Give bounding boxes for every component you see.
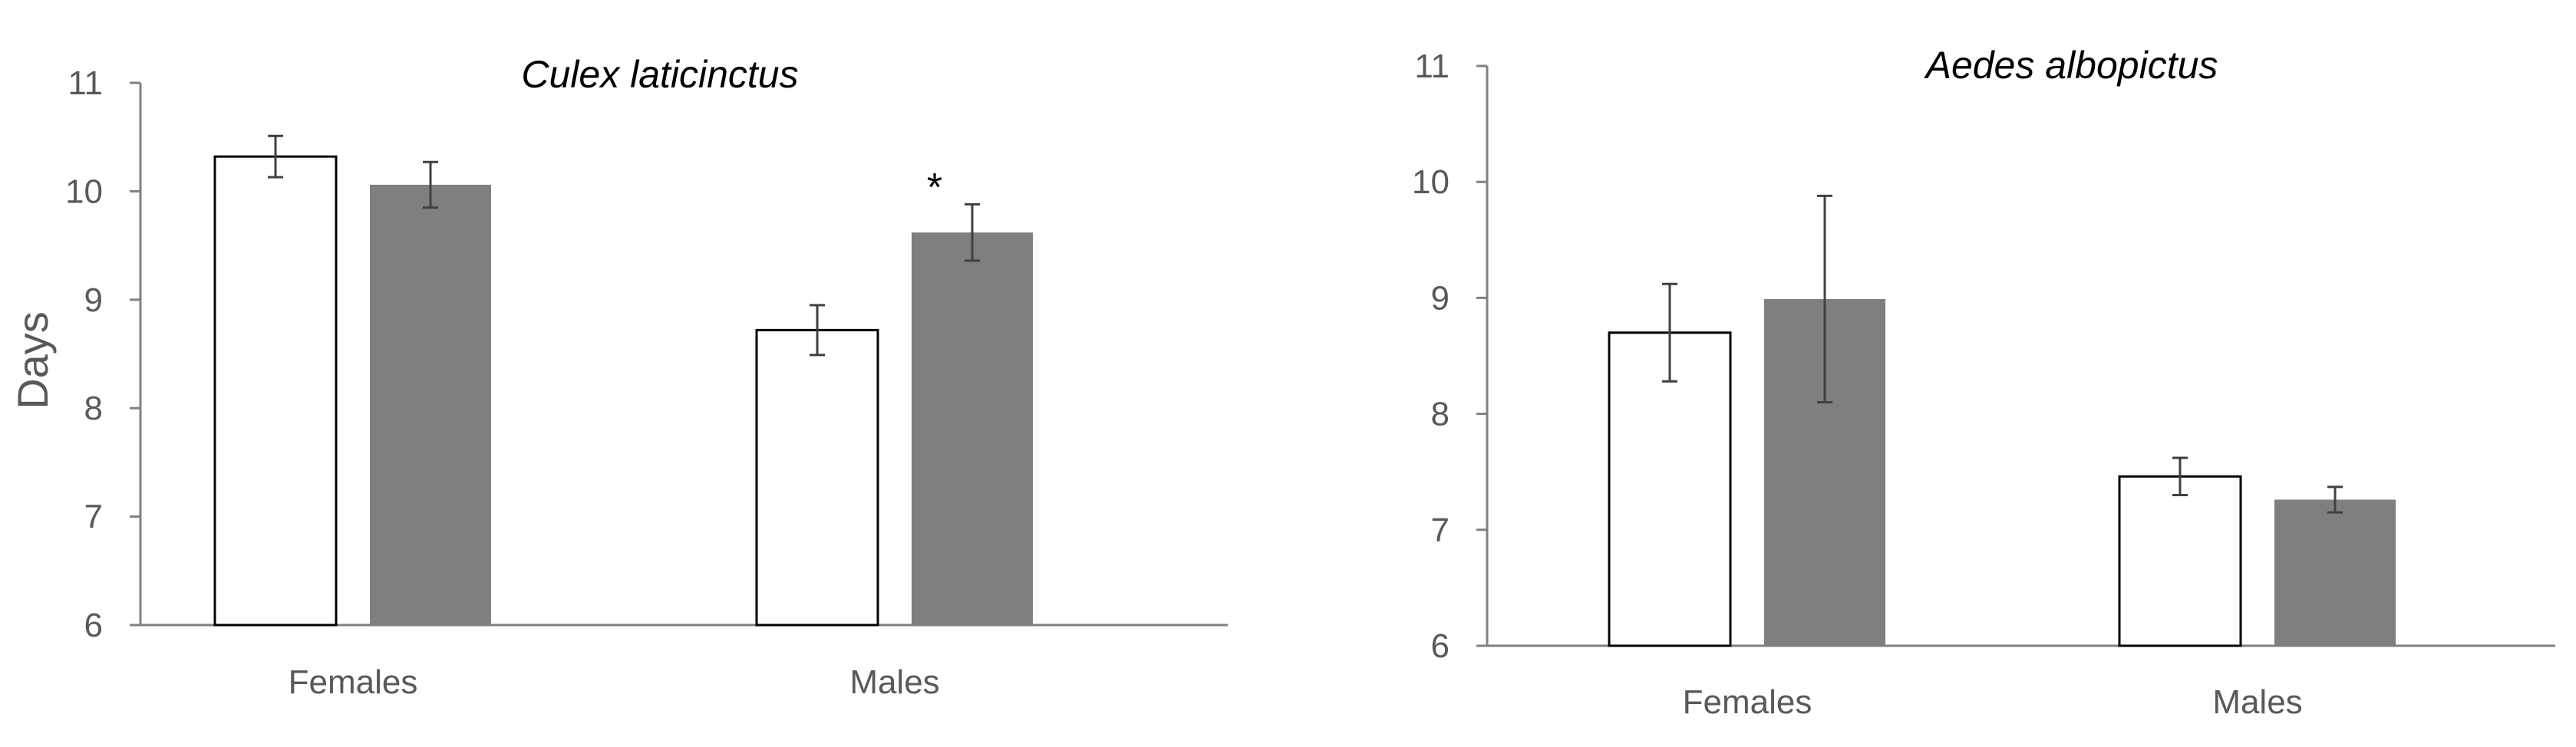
y-tick-label-aedes: 8 (1431, 396, 1450, 433)
y-tick-label-culex: 6 (84, 607, 103, 644)
y-tick-label-culex: 8 (84, 390, 103, 427)
bar-aedes-males-filled (2274, 499, 2396, 646)
chart-title-culex: Culex laticinctus (521, 53, 798, 96)
y-tick-label-aedes: 11 (1414, 48, 1450, 85)
bar-culex-males-filled (912, 232, 1033, 625)
chart-title-aedes: Aedes albopictus (1924, 44, 2218, 87)
x-category-label-males-aedes: Males (2212, 683, 2302, 721)
y-tick-label-aedes: 6 (1431, 627, 1450, 665)
y-tick-label-culex: 7 (84, 499, 103, 536)
bar-culex-females-filled (370, 184, 491, 625)
y-tick-label-culex: 10 (65, 173, 103, 210)
x-category-label-females-aedes: Females (1683, 683, 1812, 721)
plot-area-aedes: 6 7 8 9 10 11 (1412, 48, 2555, 665)
y-tick-label-aedes: 9 (1431, 279, 1450, 317)
plot-area-culex: 6 7 8 9 10 11 (65, 64, 1228, 644)
y-axis-label-days: Days (8, 311, 57, 410)
y-tick-label-culex: 9 (84, 281, 103, 319)
bar-aedes-females-open (1608, 331, 1732, 647)
bar-culex-males-open (755, 328, 879, 627)
y-tick-label-aedes: 7 (1431, 512, 1450, 549)
y-tick-label-aedes: 10 (1412, 163, 1450, 201)
bar-aedes-males-open (2118, 475, 2242, 647)
y-tick-label-culex: 11 (68, 64, 103, 102)
significance-asterisk: * (927, 166, 942, 210)
x-category-label-males-culex: Males (849, 663, 939, 701)
bar-culex-females-open (213, 155, 338, 627)
x-category-label-females-culex: Females (289, 663, 418, 701)
